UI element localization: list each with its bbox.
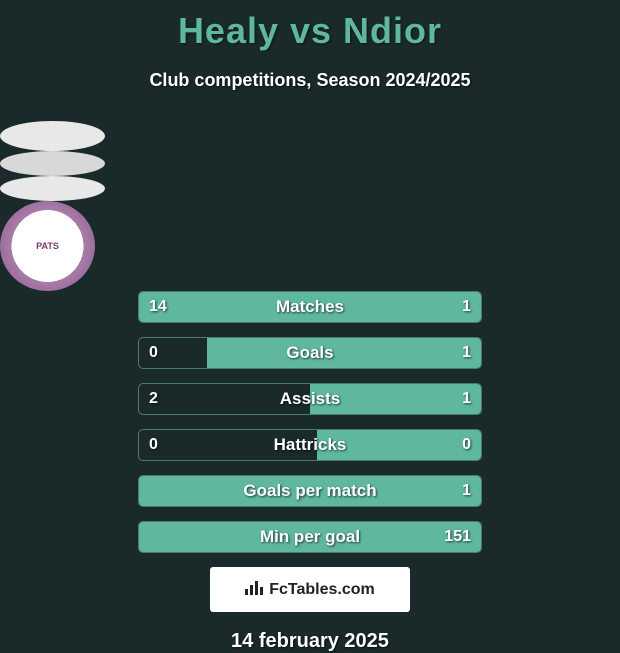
stat-label: Min per goal [260, 527, 360, 547]
stat-label: Goals per match [243, 481, 376, 501]
stat-label: Goals [286, 343, 333, 363]
stat-row-min_per_goal: Min per goal 151 [138, 521, 482, 553]
value-left: 0 [149, 344, 158, 362]
stat-row-goals_per_match: Goals per match 1 [138, 475, 482, 507]
fill-right [207, 338, 481, 368]
value-right: 1 [462, 344, 471, 362]
value-right: 0 [462, 436, 471, 454]
value-left: 2 [149, 390, 158, 408]
value-right: 1 [462, 390, 471, 408]
stat-row-assists: 2 Assists 1 [138, 383, 482, 415]
stat-label: Assists [280, 389, 340, 409]
stat-row-goals: 0 Goals 1 [138, 337, 482, 369]
value-right: 1 [462, 482, 471, 500]
stat-row-hattricks: 0 Hattricks 0 [138, 429, 482, 461]
player-left-badge-1 [0, 121, 105, 151]
value-right: 1 [462, 298, 471, 316]
value-left: 0 [149, 436, 158, 454]
chart-icon [245, 579, 263, 600]
stat-label: Hattricks [274, 435, 347, 455]
subtitle: Club competitions, Season 2024/2025 [0, 70, 620, 91]
team-badge-text: PATS [36, 241, 59, 251]
stat-label: Matches [276, 297, 344, 317]
value-right: 151 [444, 528, 471, 546]
stat-row-matches: 14 Matches 1 [138, 291, 482, 323]
date-label: 14 february 2025 [0, 630, 620, 653]
comparison-chart: PATS 14 Matches 1 0 Goals 1 2 Assists 1 0 Hattrick… [0, 121, 620, 553]
stat-rows-container: 14 Matches 1 0 Goals 1 2 Assists 1 0 Hattricks 0 Goa… [138, 291, 482, 553]
player-right-badge-1 [0, 176, 105, 201]
value-left: 14 [149, 298, 167, 316]
watermark-text: FcTables.com [269, 581, 375, 599]
player-left-badge-2 [0, 151, 105, 176]
watermark: FcTables.com [210, 567, 410, 612]
player-right-badge-2: PATS [0, 201, 95, 291]
page-title: Healy vs Ndior [0, 0, 620, 52]
